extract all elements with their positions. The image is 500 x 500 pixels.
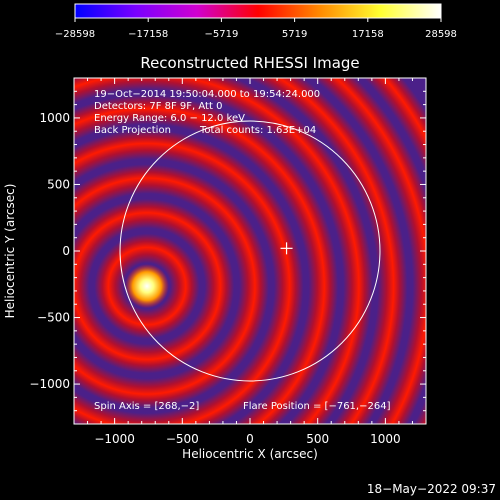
x-tick-label: −500 xyxy=(166,432,199,446)
colorbar-tick-label: 17158 xyxy=(352,29,384,40)
detectors-text: Detectors: 7F 8F 9F, Att 0 xyxy=(94,101,222,112)
colorbar-tick-label: −17158 xyxy=(128,29,168,40)
y-axis-label: Heliocentric Y (arcsec) xyxy=(3,184,17,319)
flare-marker xyxy=(280,242,293,255)
colorbar-tick-label: 5719 xyxy=(282,29,307,40)
y-tick-label: 0 xyxy=(62,244,70,258)
time-range-text: 19−Oct−2014 19:50:04.000 to 19:54:24.000 xyxy=(94,89,320,100)
axes: −1000 −500 0 500 1000 −1000 −500 0 500 1000 xyxy=(29,78,426,446)
total-counts-text: Total counts: 1.63E+04 xyxy=(199,125,316,136)
energy-range-text: Energy Range: 6.0 − 12.0 keV xyxy=(94,113,245,124)
spin-axis-text: Spin Axis = [268,−2] xyxy=(94,401,199,412)
solar-limb xyxy=(119,120,381,382)
flare-position-text: Flare Position = [−761,−264] xyxy=(243,401,391,412)
y-tick-label: −500 xyxy=(37,311,70,325)
chart-title: Reconstructed RHESSI Image xyxy=(140,54,359,72)
bright-source xyxy=(124,264,169,309)
x-tick-label: 0 xyxy=(246,432,254,446)
colorbar xyxy=(74,3,442,19)
x-tick-label: 1000 xyxy=(370,432,401,446)
colorbar-tick-labels: −28598 −17158 −5719 5719 17158 28598 xyxy=(55,18,457,40)
x-tick-label: −1000 xyxy=(94,432,135,446)
y-tick-label: 1000 xyxy=(39,111,70,125)
colorbar-tick-label: −28598 xyxy=(55,29,95,40)
colorbar-tick-label: −5719 xyxy=(204,29,238,40)
timestamp: 18−May−2022 09:37 xyxy=(367,482,496,496)
y-tick-label: −1000 xyxy=(29,377,70,391)
method-text: Back Projection xyxy=(94,125,171,136)
x-tick-label: 500 xyxy=(306,432,329,446)
x-axis-label: Heliocentric X (arcsec) xyxy=(182,447,318,461)
y-tick-label: 500 xyxy=(47,177,70,191)
colorbar-tick-label: 28598 xyxy=(425,29,457,40)
heatmap-image xyxy=(74,78,426,424)
